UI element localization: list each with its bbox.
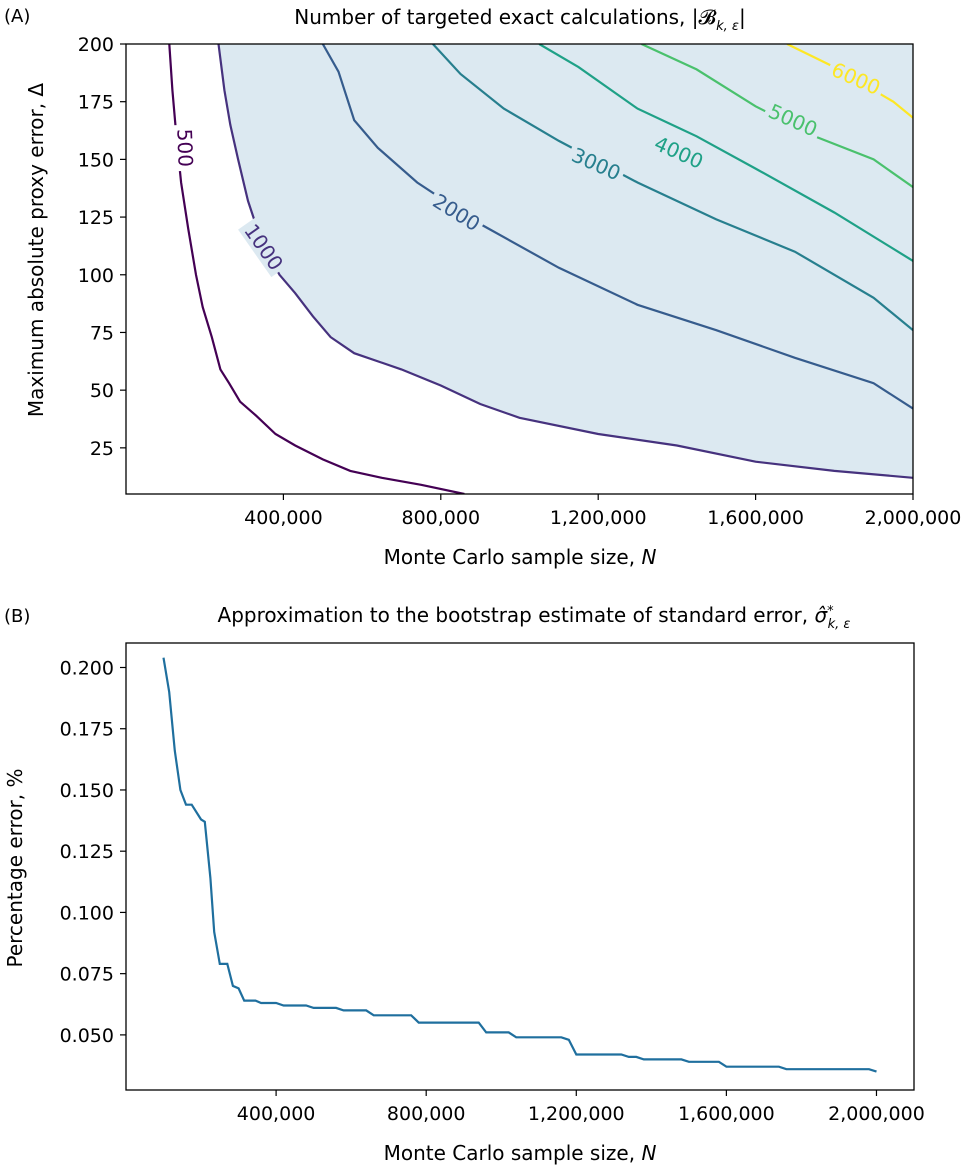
panel-b-letter: (B) bbox=[4, 606, 30, 627]
panel-a-x-ticks: 400,000 800,000 1,200,000 1,600,000 2,000,00… bbox=[244, 494, 961, 529]
panel-b-x-tick-label: 2,000,000 bbox=[828, 1103, 925, 1125]
panel-b-plot-area bbox=[125, 642, 915, 1091]
panel-b-y-tick-label: 0.200 bbox=[60, 657, 114, 679]
panel-a-x-tick-label: 2,000,000 bbox=[865, 507, 962, 529]
panel-a-y-tick-label: 25 bbox=[90, 438, 114, 460]
panel-a-y-tick-label: 75 bbox=[90, 322, 114, 344]
panel-b-y-tick-label: 0.075 bbox=[60, 964, 114, 986]
panel-b-y-tick-label: 0.175 bbox=[60, 719, 114, 741]
panel-a-y-tick-label: 200 bbox=[78, 34, 114, 56]
panel-a-y-ticks: 25 50 75 100 125 150 175 200 bbox=[78, 34, 126, 460]
panel-a-frame bbox=[125, 43, 914, 495]
panel-a-contour-label-gap bbox=[762, 98, 824, 142]
panel-a-x-tick-label: 1,200,000 bbox=[550, 507, 647, 529]
panel-b-x-tick-label: 1,600,000 bbox=[678, 1103, 775, 1125]
panel-a-contour-1000 bbox=[217, 44, 913, 479]
panel-a-y-axis-label: Maximum absolute proxy error, Δ bbox=[24, 83, 48, 418]
panel-a-x-tick-label: 800,000 bbox=[402, 507, 481, 529]
panel-a-x-tick-label: 1,600,000 bbox=[707, 507, 804, 529]
panel-b-series-line bbox=[162, 657, 877, 1073]
panel-a: (A) Number of targeted exact calculation… bbox=[4, 5, 961, 569]
panel-a-contour-label-gap bbox=[824, 56, 887, 101]
panel-a-y-tick-label: 100 bbox=[78, 265, 114, 287]
panel-a-letter: (A) bbox=[4, 6, 30, 27]
panel-a-contour-4000 bbox=[538, 44, 913, 262]
panel-a-contour-label-500: 500 bbox=[172, 128, 197, 167]
panel-b-x-tick-label: 800,000 bbox=[387, 1103, 466, 1125]
panel-b-y-ticks: 0.050 0.075 0.100 0.125 0.150 0.175 0.200 bbox=[60, 657, 126, 1047]
panel-a-contour-3000 bbox=[432, 44, 913, 332]
panel-b-x-axis-label: Monte Carlo sample size, N bbox=[384, 1141, 657, 1165]
panel-b-frame bbox=[125, 642, 915, 1091]
panel-a-contour-500 bbox=[168, 44, 465, 494]
panel-a-contour-label-gap bbox=[173, 124, 197, 172]
panel-b-y-axis-label: Percentage error, % bbox=[3, 768, 27, 967]
panel-a-y-tick-label: 125 bbox=[78, 207, 114, 229]
panel-b-title: Approximation to the bootstrap estimate … bbox=[218, 603, 851, 632]
panel-a-contour-label-gap bbox=[565, 142, 628, 186]
panel-b-x-tick-label: 400,000 bbox=[237, 1103, 316, 1125]
panel-a-x-tick-label: 400,000 bbox=[244, 507, 323, 529]
panel-b-y-tick-label: 0.150 bbox=[60, 780, 114, 802]
panel-a-y-tick-label: 50 bbox=[90, 380, 114, 402]
panel-b-x-tick-label: 1,200,000 bbox=[528, 1103, 625, 1125]
panel-a-y-tick-label: 150 bbox=[78, 149, 114, 171]
panel-b-y-tick-label: 0.050 bbox=[60, 1025, 114, 1047]
panel-a-shaded-region bbox=[218, 44, 913, 478]
panel-a-contour-label-gap bbox=[426, 187, 487, 238]
panel-b: (B) Approximation to the bootstrap estim… bbox=[3, 603, 925, 1165]
panel-a-title: Number of targeted exact calculations, |… bbox=[294, 5, 745, 34]
panel-a-contour-label-group: 500 bbox=[172, 124, 198, 172]
panel-b-y-tick-label: 0.100 bbox=[60, 902, 114, 924]
panel-b-y-tick-label: 0.125 bbox=[60, 841, 114, 863]
panel-b-x-ticks: 400,000 800,000 1,200,000 1,600,000 2,000,00… bbox=[237, 1090, 925, 1125]
panel-a-contour-2000 bbox=[321, 44, 913, 410]
panel-a-y-tick-label: 175 bbox=[78, 92, 114, 114]
panel-a-x-axis-label: Monte Carlo sample size, N bbox=[384, 545, 657, 569]
panel-a-contour-label-gap bbox=[647, 130, 710, 175]
panel-a-contour-label-gap bbox=[238, 217, 290, 278]
